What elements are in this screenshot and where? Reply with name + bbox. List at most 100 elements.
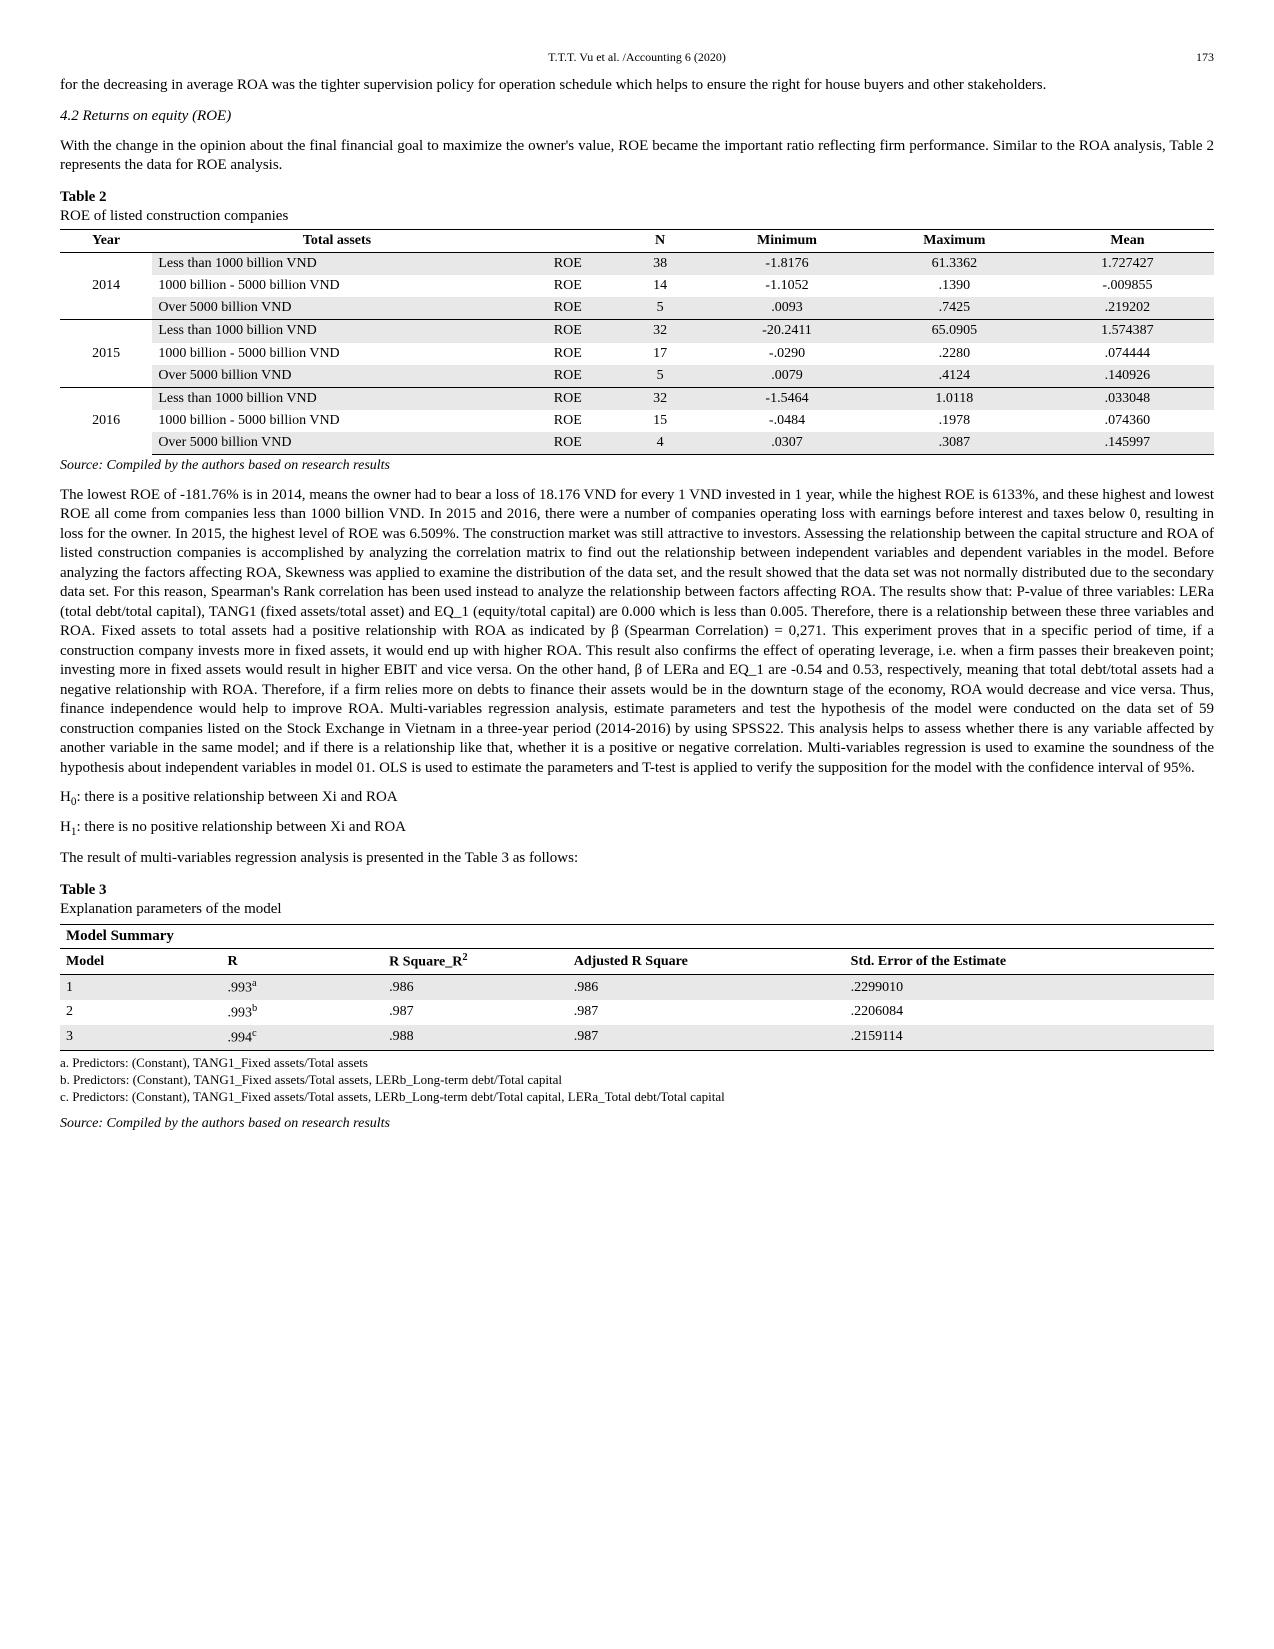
cell-n: 17 <box>614 343 706 365</box>
cell-asset: Over 5000 billion VND <box>152 365 521 388</box>
cell-min: -1.8176 <box>706 252 868 275</box>
footnote-b: b. Predictors: (Constant), TANG1_Fixed a… <box>60 1072 1214 1089</box>
cell-asset: 1000 billion - 5000 billion VND <box>152 343 521 365</box>
cell-mean: 1.574387 <box>1041 320 1214 343</box>
table-row: Over 5000 billion VNDROE5.0079.4124.1409… <box>60 365 1214 388</box>
cell-min: -.0290 <box>706 343 868 365</box>
cell-n: 5 <box>614 365 706 388</box>
cell-min: -1.5464 <box>706 387 868 410</box>
pre-table3-text: The result of multi-variables regression… <box>60 849 1214 869</box>
cell-mean: .033048 <box>1041 387 1214 410</box>
header-citation: T.T.T. Vu et al. /Accounting 6 (2020) <box>548 50 726 64</box>
cell-mean: .140926 <box>1041 365 1214 388</box>
cell-min: -20.2411 <box>706 320 868 343</box>
cell-measure: ROE <box>522 297 614 320</box>
cell-stderr: .2206084 <box>845 1000 1214 1025</box>
table-row: 2.993b.987.987.2206084 <box>60 1000 1214 1025</box>
table-row: 3.994c.988.987.2159114 <box>60 1025 1214 1050</box>
cell-year: 2016 <box>60 387 152 455</box>
cell-min: -1.1052 <box>706 275 868 297</box>
hypothesis-h0: H0: there is a positive relationship bet… <box>60 788 1214 810</box>
cell-mean: .074444 <box>1041 343 1214 365</box>
cell-asset: 1000 billion - 5000 billion VND <box>152 410 521 432</box>
cell-measure: ROE <box>522 365 614 388</box>
cell-year: 2015 <box>60 320 152 388</box>
cell-adjr2: .986 <box>568 975 845 1000</box>
section-4-2-title: 4.2 Returns on equity (ROE) <box>60 107 1214 127</box>
table2-caption: ROE of listed construction companies <box>60 207 1214 227</box>
table3: Model R R Square_R2 Adjusted R Square St… <box>60 949 1214 1050</box>
cell-adjr2: .987 <box>568 1000 845 1025</box>
section-4-2-paragraph: With the change in the opinion about the… <box>60 137 1214 176</box>
footnote-a: a. Predictors: (Constant), TANG1_Fixed a… <box>60 1055 1214 1072</box>
cell-n: 14 <box>614 275 706 297</box>
th-mean: Mean <box>1041 229 1214 252</box>
cell-mean: .145997 <box>1041 432 1214 455</box>
th-blank <box>522 229 614 252</box>
cell-asset: 1000 billion - 5000 billion VND <box>152 275 521 297</box>
table3-summary-title: Model Summary <box>60 924 1214 950</box>
cell-mean: .219202 <box>1041 297 1214 320</box>
cell-n: 38 <box>614 252 706 275</box>
cell-stderr: .2299010 <box>845 975 1214 1000</box>
th-max: Maximum <box>868 229 1041 252</box>
cell-max: 65.0905 <box>868 320 1041 343</box>
table-row: 2016Less than 1000 billion VNDROE32-1.54… <box>60 387 1214 410</box>
cell-r: .993b <box>222 1000 384 1025</box>
cell-n: 32 <box>614 387 706 410</box>
cell-measure: ROE <box>522 432 614 455</box>
cell-r: .993a <box>222 975 384 1000</box>
cell-year: 2014 <box>60 252 152 320</box>
cell-r2: .988 <box>383 1025 568 1050</box>
table-row: 1000 billion - 5000 billion VNDROE17-.02… <box>60 343 1214 365</box>
cell-n: 4 <box>614 432 706 455</box>
cell-mean: -.009855 <box>1041 275 1214 297</box>
table3-label: Table 3 <box>60 881 1214 901</box>
cell-max: 61.3362 <box>868 252 1041 275</box>
cell-asset: Over 5000 billion VND <box>152 432 521 455</box>
table2-label: Table 2 <box>60 188 1214 208</box>
cell-max: .1978 <box>868 410 1041 432</box>
cell-model: 3 <box>60 1025 222 1050</box>
cell-max: 1.0118 <box>868 387 1041 410</box>
cell-asset: Less than 1000 billion VND <box>152 320 521 343</box>
table2: Year Total assets N Minimum Maximum Mean… <box>60 229 1214 456</box>
page-header: T.T.T. Vu et al. /Accounting 6 (2020) 17… <box>60 50 1214 66</box>
intro-paragraph: for the decreasing in average ROA was th… <box>60 76 1214 96</box>
cell-asset: Less than 1000 billion VND <box>152 387 521 410</box>
th-min: Minimum <box>706 229 868 252</box>
cell-r2: .986 <box>383 975 568 1000</box>
table3-footnotes: a. Predictors: (Constant), TANG1_Fixed a… <box>60 1055 1214 1106</box>
cell-mean: .074360 <box>1041 410 1214 432</box>
cell-min: .0093 <box>706 297 868 320</box>
cell-min: .0307 <box>706 432 868 455</box>
th-model: Model <box>60 949 222 974</box>
cell-max: .1390 <box>868 275 1041 297</box>
table-row: 1.993a.986.986.2299010 <box>60 975 1214 1000</box>
table-row: 1000 billion - 5000 billion VNDROE15-.04… <box>60 410 1214 432</box>
cell-stderr: .2159114 <box>845 1025 1214 1050</box>
cell-measure: ROE <box>522 387 614 410</box>
table-row: 2015Less than 1000 billion VNDROE32-20.2… <box>60 320 1214 343</box>
th-stderr: Std. Error of the Estimate <box>845 949 1214 974</box>
cell-measure: ROE <box>522 252 614 275</box>
th-r2: R Square_R2 <box>383 949 568 974</box>
cell-n: 32 <box>614 320 706 343</box>
analysis-paragraph: The lowest ROE of -181.76% is in 2014, m… <box>60 486 1214 779</box>
table3-caption: Explanation parameters of the model <box>60 900 1214 920</box>
page-number: 173 <box>1196 50 1214 66</box>
cell-max: .7425 <box>868 297 1041 320</box>
cell-model: 1 <box>60 975 222 1000</box>
cell-min: -.0484 <box>706 410 868 432</box>
cell-min: .0079 <box>706 365 868 388</box>
table-row: Over 5000 billion VNDROE4.0307.3087.1459… <box>60 432 1214 455</box>
cell-r: .994c <box>222 1025 384 1050</box>
table3-header-row: Model R R Square_R2 Adjusted R Square St… <box>60 949 1214 974</box>
table-row: Over 5000 billion VNDROE5.0093.7425.2192… <box>60 297 1214 320</box>
table-row: 2014Less than 1000 billion VNDROE38-1.81… <box>60 252 1214 275</box>
table3-source: Source: Compiled by the authors based on… <box>60 1115 1214 1133</box>
hypothesis-h1: H1: there is no positive relationship be… <box>60 818 1214 840</box>
cell-mean: 1.727427 <box>1041 252 1214 275</box>
cell-max: .3087 <box>868 432 1041 455</box>
cell-adjr2: .987 <box>568 1025 845 1050</box>
